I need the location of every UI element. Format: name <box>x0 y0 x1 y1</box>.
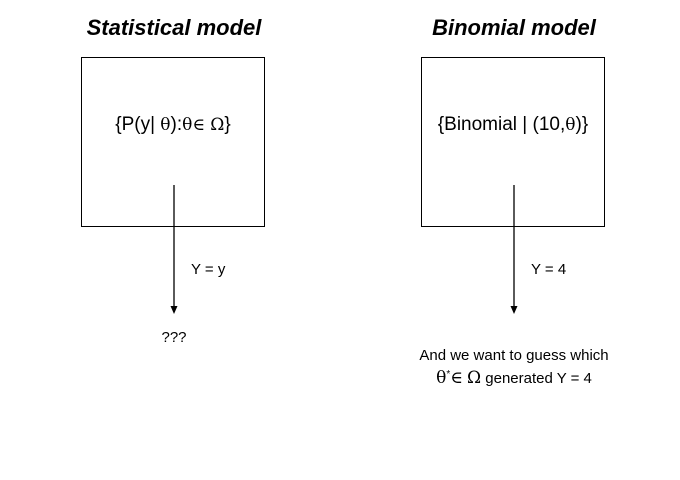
guess-rest: generated Y = 4 <box>481 370 592 387</box>
formula-colon: ): <box>170 114 183 135</box>
left-arrow-head <box>170 306 178 314</box>
guess-line-1: And we want to guess which <box>419 347 609 364</box>
omega-symbol: Ω <box>467 368 482 388</box>
formula-close: )} <box>575 114 589 135</box>
star-superscript: * <box>446 369 451 380</box>
unknown-result: ??? <box>161 329 187 346</box>
right-arrow-head <box>510 306 518 314</box>
element-of-symbol: ∈ <box>192 115 205 135</box>
theta-symbol: θ <box>565 115 576 135</box>
omega-symbol: Ω <box>210 115 225 135</box>
formula-close: } <box>224 114 231 135</box>
statistical-model-box <box>81 57 265 227</box>
guess-statement: And we want to guess which θ*∈ Ω generat… <box>374 344 654 390</box>
formula-open: {P(y| <box>115 114 161 135</box>
observation-label-right: Y = 4 <box>531 261 567 278</box>
binomial-model-formula: {Binomial | (10,θ)} <box>383 112 643 138</box>
theta-symbol: θ <box>160 115 171 135</box>
binomial-model-box <box>421 57 605 227</box>
guess-line-2: θ*∈ Ω generated Y = 4 <box>374 367 654 390</box>
element-of-symbol: ∈ <box>450 368 463 388</box>
binomial-model-title: Binomial model <box>432 15 596 40</box>
theta-symbol: θ <box>182 115 193 135</box>
theta-symbol: θ <box>436 368 447 388</box>
statistical-model-title: Statistical model <box>86 15 262 40</box>
statistical-model-formula: {P(y| θ):θ∈ Ω} <box>43 112 303 138</box>
observation-label-left: Y = y <box>191 261 226 278</box>
formula-open: {Binomial | (10, <box>437 114 566 135</box>
